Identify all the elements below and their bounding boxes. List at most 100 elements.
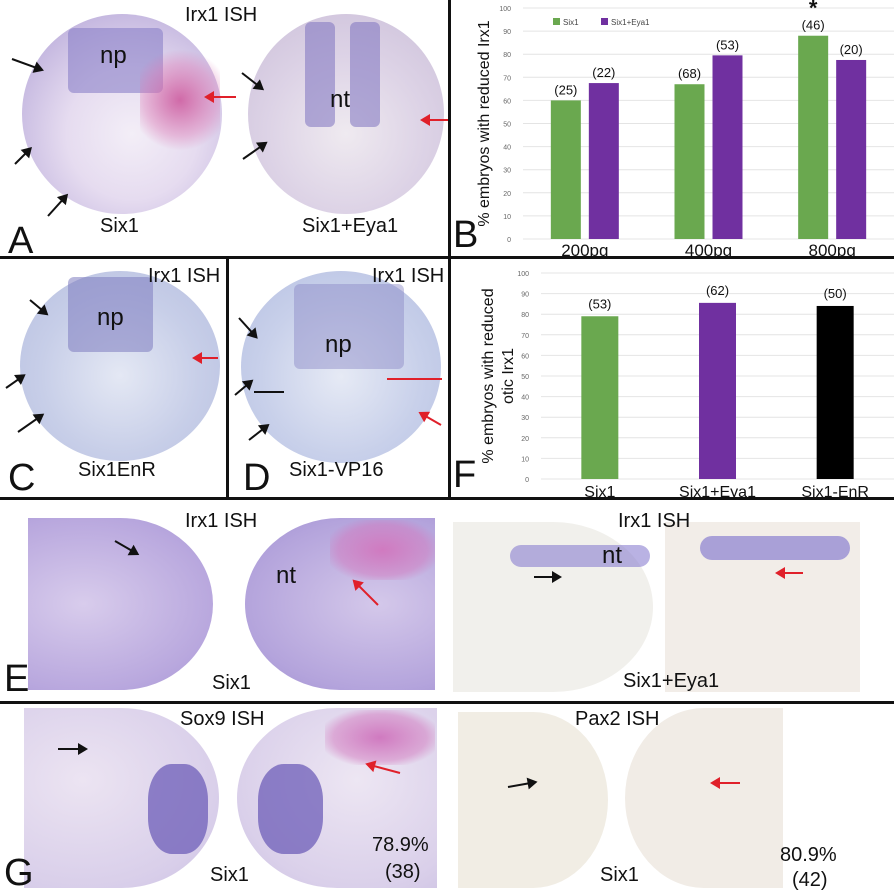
bar-six1 bbox=[798, 35, 829, 239]
y-tick-label: 10 bbox=[503, 214, 511, 221]
bar-six1 bbox=[550, 100, 581, 240]
neural-plate-stain bbox=[68, 277, 153, 352]
stain-band bbox=[700, 536, 850, 560]
x-tick-label: Six1+Eya1 bbox=[679, 484, 756, 497]
arrow-icon bbox=[534, 571, 562, 583]
panel-d: Irx1 ISH np Six1-VP16 D bbox=[229, 259, 448, 497]
panel-a: Irx1 ISH np nt Six1 Six1+Eya1 A bbox=[0, 0, 450, 257]
embryo-g-right-1 bbox=[458, 712, 608, 888]
y-tick-label: 40 bbox=[521, 395, 529, 402]
panel-letter-g: G bbox=[4, 852, 34, 894]
red-line-marker bbox=[387, 378, 442, 380]
nt-tag: nt bbox=[602, 542, 623, 569]
red-arrow-icon bbox=[206, 96, 236, 98]
np-tag: np bbox=[100, 42, 127, 69]
panel-letter-a: A bbox=[8, 220, 34, 257]
x-tick-label: 400pg bbox=[685, 241, 732, 256]
y-axis-label: otic Irx1 bbox=[500, 348, 517, 404]
y-tick-label: 60 bbox=[521, 353, 529, 360]
red-arrow-icon bbox=[422, 119, 450, 121]
bar-chart-b: 0 10 20 30 40 50 60 70 80 90 100 % embryos with red… bbox=[453, 0, 894, 256]
pink-lineage-tracer bbox=[325, 710, 435, 765]
y-tick-label: 70 bbox=[503, 75, 511, 82]
y-axis-label: % embryos with reduced bbox=[480, 288, 497, 463]
x-tick-label: Six1-EnR bbox=[801, 484, 869, 497]
red-arrow-icon bbox=[712, 782, 740, 784]
left-percent: 78.9% bbox=[372, 834, 429, 856]
panel-e: Irx1 ISH Irx1 ISH nt nt Six1 Six1+Eya1 E bbox=[0, 500, 894, 700]
y-tick-label: 40 bbox=[503, 145, 511, 152]
np-tag: np bbox=[97, 304, 124, 331]
arrow-icon bbox=[17, 413, 44, 433]
legend-swatch bbox=[553, 18, 560, 25]
red-arrow-icon bbox=[419, 412, 442, 426]
neural-plate-stain bbox=[294, 284, 404, 369]
bar-six1 bbox=[674, 84, 705, 239]
panel-a-right-label: Six1+Eya1 bbox=[302, 215, 399, 237]
y-tick-label: 70 bbox=[521, 333, 529, 340]
stain-band bbox=[510, 545, 650, 567]
panel-d-label: Six1-VP16 bbox=[289, 459, 384, 481]
y-tick-label: 60 bbox=[503, 98, 511, 105]
panel-letter-d: D bbox=[243, 457, 271, 497]
arrow-icon bbox=[248, 424, 269, 441]
y-tick-label: 100 bbox=[499, 6, 511, 13]
divider bbox=[448, 0, 451, 500]
y-tick-label: 0 bbox=[507, 237, 511, 244]
red-arrow-icon bbox=[777, 572, 803, 574]
panel-e-left-title: Irx1 ISH bbox=[185, 510, 258, 532]
panel-c: Irx1 ISH np Six1EnR C bbox=[0, 259, 226, 497]
neural-tube-stain-left bbox=[305, 22, 335, 127]
y-axis-label: % embryos with reduced Irx1 bbox=[476, 20, 493, 226]
neural-tube-stain-right bbox=[350, 22, 380, 127]
bar-six1-eya1 bbox=[699, 302, 736, 479]
left-n: (38) bbox=[385, 861, 421, 883]
y-tick-label: 50 bbox=[521, 374, 529, 381]
panel-letter-c: C bbox=[8, 457, 36, 497]
embryo-six1-vp16 bbox=[241, 271, 441, 463]
y-tick-label: 30 bbox=[503, 168, 511, 175]
bar-n-label: (46) bbox=[802, 18, 825, 33]
divider bbox=[0, 497, 894, 500]
panel-letter: B bbox=[453, 214, 478, 256]
y-tick-label: 100 bbox=[517, 271, 529, 278]
bar-n-label: (68) bbox=[678, 66, 701, 81]
stain-blob bbox=[258, 764, 323, 854]
divider bbox=[0, 256, 894, 259]
panel-letter-e: E bbox=[4, 658, 30, 700]
bar-six1-eya1 bbox=[836, 59, 867, 239]
y-tick-label: 10 bbox=[521, 456, 529, 463]
np-tag: np bbox=[325, 331, 352, 358]
bar-six1-eya1 bbox=[712, 55, 743, 240]
bar-n-label: (25) bbox=[554, 82, 577, 97]
x-tick-label: 800pg bbox=[809, 241, 856, 256]
embryo-g-right-2 bbox=[625, 708, 783, 888]
bar-n-label: (20) bbox=[840, 42, 863, 57]
panel-c-title: Irx1 ISH bbox=[148, 265, 221, 287]
legend-label: Six1 bbox=[563, 18, 579, 27]
pink-lineage-tracer bbox=[330, 520, 435, 580]
embryo-six1-eya1 bbox=[248, 14, 444, 214]
panel-e-right-title: Irx1 ISH bbox=[618, 510, 691, 532]
right-n: (42) bbox=[792, 869, 828, 891]
bar-n-label: (53) bbox=[588, 296, 611, 311]
bar-n-label: (22) bbox=[592, 65, 615, 80]
legend-label: Six1+Eya1 bbox=[611, 18, 650, 27]
panel-g: Sox9 ISH Pax2 ISH Six1 Six1 78.9% (38) 8… bbox=[0, 704, 894, 894]
y-tick-label: 80 bbox=[503, 52, 511, 59]
panel-a-title: Irx1 ISH bbox=[185, 4, 258, 26]
divider bbox=[0, 701, 894, 704]
significance-asterisk: * bbox=[809, 0, 818, 21]
panel-letter: F bbox=[453, 454, 476, 496]
right-percent: 80.9% bbox=[780, 844, 837, 866]
arrow-icon bbox=[58, 743, 88, 755]
bar-chart-f: 0 10 20 30 40 50 60 70 80 90 100 % embryos with red… bbox=[453, 271, 894, 497]
bar-n-label: (50) bbox=[824, 286, 847, 301]
panel-g-right-title: Pax2 ISH bbox=[575, 708, 660, 730]
panel-g-left-label: Six1 bbox=[210, 864, 249, 886]
y-tick-label: 0 bbox=[525, 477, 529, 484]
bar-n-label: (62) bbox=[706, 283, 729, 298]
panel-g-left-title: Sox9 ISH bbox=[180, 708, 265, 730]
bar-six1 bbox=[581, 316, 619, 479]
panel-e-right-label: Six1+Eya1 bbox=[623, 670, 720, 692]
